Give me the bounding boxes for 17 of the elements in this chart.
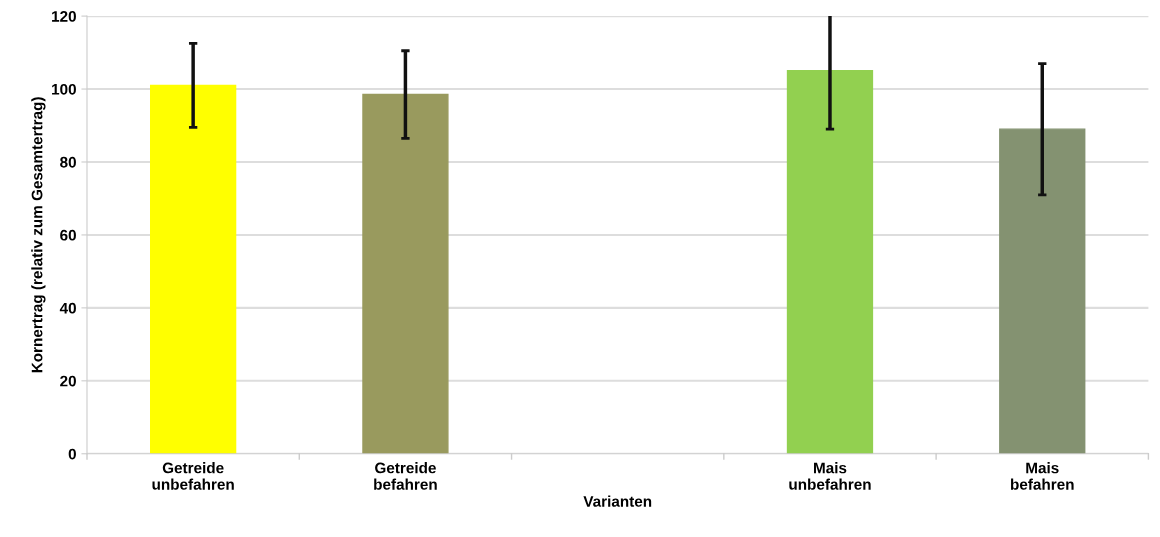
y-tick-label: 60 — [60, 229, 76, 241]
bar — [362, 93, 449, 454]
bar — [786, 70, 874, 454]
x-tick-label: Mais befahren — [1011, 462, 1074, 490]
bar — [999, 128, 1086, 454]
x-tick-label: Getreide unbefahren — [152, 462, 234, 490]
y-tick-label: 0 — [68, 448, 76, 460]
y-tick-label: 40 — [59, 302, 76, 314]
y-tick-label: 20 — [60, 375, 76, 387]
y-axis-title: Kornertrag (relativ zum Gesamtertrag) — [31, 97, 46, 373]
y-tick-label: 120 — [52, 10, 76, 22]
bar — [149, 84, 237, 454]
y-tick-label: 80 — [60, 156, 76, 168]
y-tick-label: 100 — [52, 83, 76, 95]
x-tick-label: Mais unbefahren — [789, 462, 871, 490]
x-tick-label: Getreide befahren — [374, 462, 437, 490]
x-axis-title: Varianten — [583, 495, 652, 507]
